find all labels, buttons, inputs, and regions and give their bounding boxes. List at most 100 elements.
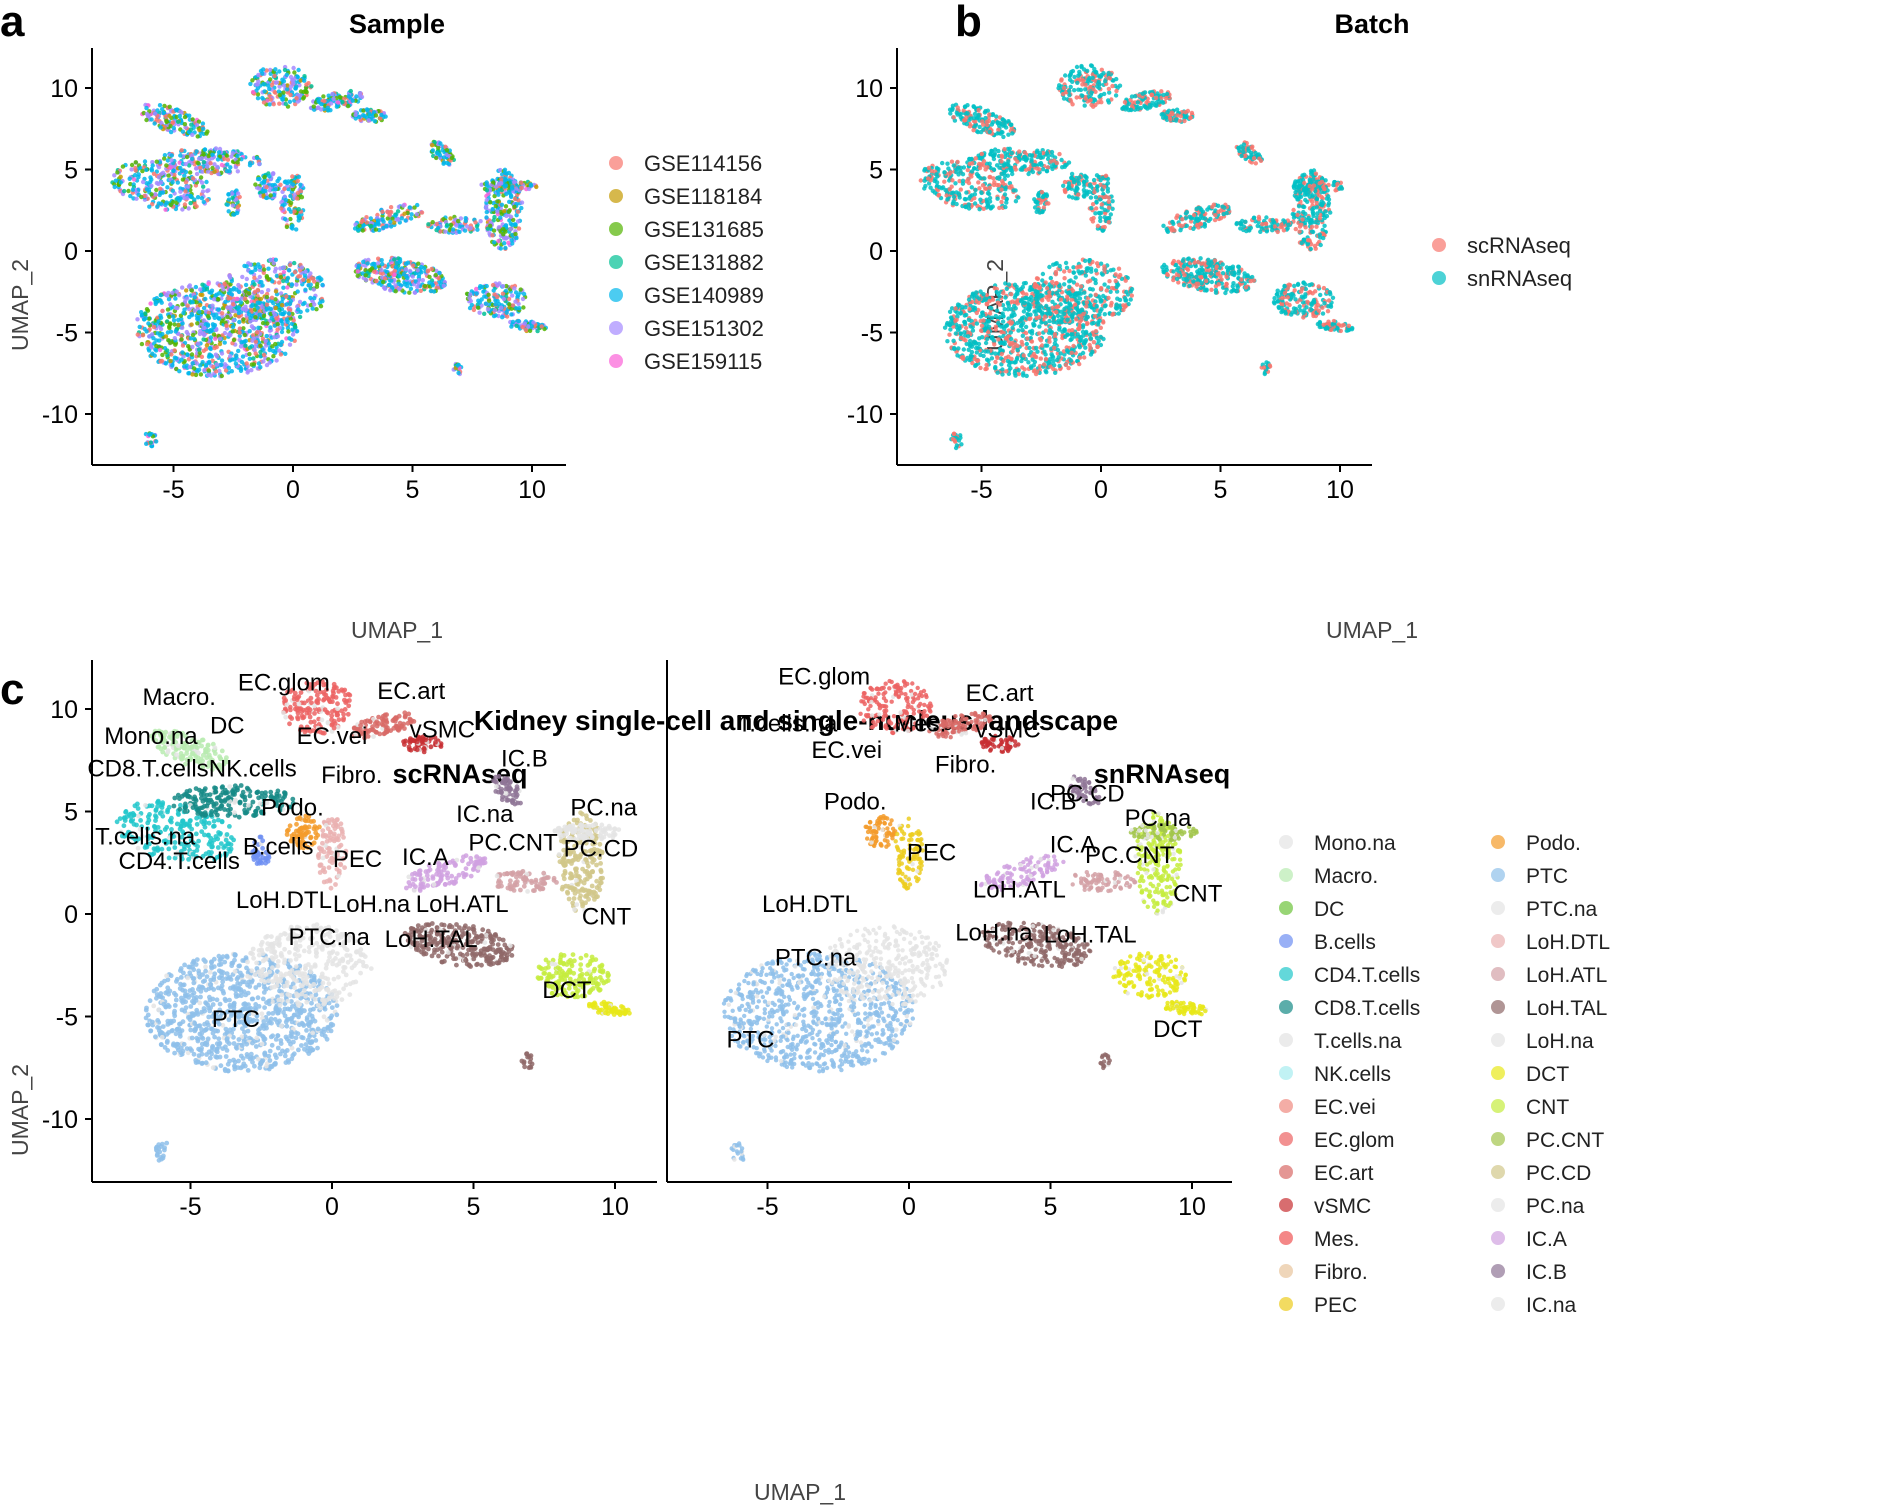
sample-point xyxy=(219,362,224,367)
sample-point xyxy=(484,215,489,220)
sample-point xyxy=(282,202,287,207)
batch-point xyxy=(954,201,959,207)
batch-point xyxy=(1024,295,1029,301)
batch-point xyxy=(1092,314,1098,319)
sample-point xyxy=(247,291,252,296)
sample-point xyxy=(230,203,236,208)
batch-point xyxy=(1021,301,1027,306)
sample-point xyxy=(408,286,414,291)
sample-point xyxy=(143,311,148,316)
sample-point xyxy=(375,261,381,266)
sample-point xyxy=(278,352,284,357)
facet-sn-title: snRNAseq xyxy=(1094,759,1231,789)
batch-point xyxy=(937,185,942,190)
sample-point xyxy=(217,316,222,321)
sample-point xyxy=(272,269,278,274)
sample-point xyxy=(259,279,264,285)
sample-point xyxy=(360,228,365,233)
sample-point xyxy=(171,318,177,323)
batch-point xyxy=(1015,347,1020,353)
sample-point xyxy=(518,180,524,185)
sample-point xyxy=(409,212,414,217)
batch-point xyxy=(1057,363,1062,369)
sample-point xyxy=(508,214,514,219)
sample-point xyxy=(206,368,212,373)
sample-point xyxy=(509,312,514,317)
sample-point xyxy=(210,152,215,157)
sample-point xyxy=(292,270,298,275)
sample-point xyxy=(210,358,215,363)
batch-point xyxy=(1047,310,1052,315)
batch-point xyxy=(1091,320,1097,326)
sample-point xyxy=(369,266,375,271)
sample-point xyxy=(477,310,482,315)
sample-point xyxy=(294,282,299,287)
sample-point xyxy=(368,216,373,221)
sample-point xyxy=(451,227,456,232)
sample-point xyxy=(196,160,201,166)
sample-point xyxy=(267,360,272,365)
sample-point xyxy=(510,184,515,189)
sample-point xyxy=(509,324,514,329)
sample-point xyxy=(253,315,258,320)
batch-point xyxy=(1019,339,1024,345)
sample-point xyxy=(169,352,174,357)
batch-point xyxy=(922,186,927,191)
batch-point xyxy=(1052,332,1058,337)
sample-point xyxy=(180,343,186,348)
sample-point xyxy=(430,148,436,153)
sample-point xyxy=(192,366,197,371)
sample-point xyxy=(170,290,175,296)
batch-point xyxy=(944,193,949,198)
sample-point xyxy=(419,210,425,215)
batch-point xyxy=(1047,294,1053,299)
batch-point xyxy=(1003,204,1008,210)
sample-point xyxy=(141,317,147,322)
batch-point xyxy=(1005,307,1011,312)
sample-point xyxy=(239,296,244,301)
batch-point xyxy=(1038,356,1044,361)
sample-point xyxy=(516,318,521,324)
batch-point xyxy=(940,160,945,166)
sample-point xyxy=(219,162,225,168)
batch-point xyxy=(995,370,1000,375)
batch-point xyxy=(985,336,990,342)
sample-point xyxy=(250,78,255,83)
sample-point xyxy=(234,287,239,292)
sample-point xyxy=(255,330,260,335)
sample-point xyxy=(176,322,181,328)
sample-point xyxy=(262,89,267,94)
sample-point xyxy=(245,299,250,305)
batch-point xyxy=(947,332,952,337)
sample-point xyxy=(163,207,168,212)
sample-point xyxy=(174,356,179,361)
sample-point xyxy=(150,332,155,337)
sample-point xyxy=(321,94,326,99)
batch-point xyxy=(1081,341,1087,346)
sample-point xyxy=(227,273,232,278)
sample-point xyxy=(128,193,133,199)
sample-point xyxy=(294,329,300,334)
batch-point xyxy=(982,176,987,181)
batch-point xyxy=(1043,357,1049,362)
batch-point xyxy=(968,353,974,358)
batch-point xyxy=(1010,349,1015,354)
sample-point xyxy=(443,229,448,234)
sample-point xyxy=(199,354,205,359)
sample-point xyxy=(485,307,491,312)
sample-point xyxy=(430,220,435,225)
batch-point xyxy=(993,359,998,365)
sample-point xyxy=(273,289,279,294)
sample-point xyxy=(260,305,265,310)
batch-point xyxy=(983,186,989,191)
sample-point xyxy=(135,332,140,337)
sample-point xyxy=(208,329,214,334)
sample-point xyxy=(215,164,220,170)
batch-point xyxy=(1000,319,1006,324)
batch-point xyxy=(1069,336,1074,342)
sample-point xyxy=(178,165,183,171)
sample-point xyxy=(410,274,415,279)
batch-point xyxy=(1013,360,1018,365)
sample-point xyxy=(320,282,325,288)
batch-point xyxy=(1062,328,1068,334)
